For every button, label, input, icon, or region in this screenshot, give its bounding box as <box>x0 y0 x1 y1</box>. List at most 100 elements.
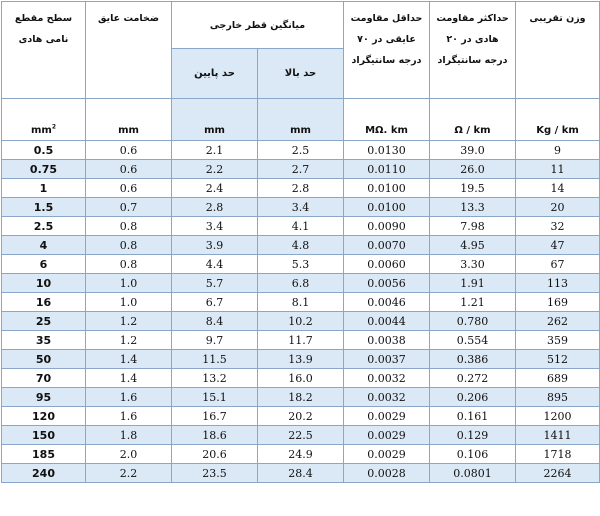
header-weight: وزن تقریبی <box>515 1 600 99</box>
cell-conductor-resistance: 7.98 <box>429 216 516 236</box>
cell-conductor-resistance: 39.0 <box>429 140 516 160</box>
cell-diameter-low: 2.4 <box>171 178 258 198</box>
cell-diameter-low: 3.4 <box>171 216 258 236</box>
cell-diameter-low: 18.6 <box>171 425 258 445</box>
cell-insulation: 0.8 <box>85 235 172 255</box>
header-diameter-low: حد پایین <box>171 48 258 99</box>
table-row: 185 2.0 20.6 24.9 0.0029 0.106 1718 <box>1 444 600 464</box>
table-row: 70 1.4 13.2 16.0 0.0032 0.272 689 <box>1 368 600 388</box>
cell-insulation-resistance: 0.0090 <box>343 216 430 236</box>
cell-insulation-resistance: 0.0130 <box>343 140 430 160</box>
cell-conductor-resistance: 4.95 <box>429 235 516 255</box>
cell-area: 10 <box>1 273 86 293</box>
cell-diameter-high: 2.5 <box>257 140 344 160</box>
cell-area: 6 <box>1 254 86 274</box>
cell-weight: 20 <box>515 197 600 217</box>
cell-area: 0.5 <box>1 140 86 160</box>
cell-insulation-resistance: 0.0029 <box>343 425 430 445</box>
header-insulation-resistance: حداقل مقاومت عایقی در ۷۰ درجه سانتیگراد <box>343 1 430 99</box>
cell-area: 0.75 <box>1 159 86 179</box>
cell-diameter-high: 24.9 <box>257 444 344 464</box>
cell-insulation-resistance: 0.0056 <box>343 273 430 293</box>
header-insulation: ضخامت عایق <box>85 1 172 99</box>
cell-weight: 67 <box>515 254 600 274</box>
cell-weight: 1200 <box>515 406 600 426</box>
cell-diameter-low: 2.1 <box>171 140 258 160</box>
cell-insulation: 2.0 <box>85 444 172 464</box>
cell-diameter-low: 23.5 <box>171 463 258 483</box>
table-row: 0.75 0.6 2.2 2.7 0.0110 26.0 11 <box>1 159 600 179</box>
cell-area: 1 <box>1 178 86 198</box>
cell-insulation-resistance: 0.0100 <box>343 178 430 198</box>
table-row: 1 0.6 2.4 2.8 0.0100 19.5 14 <box>1 178 600 198</box>
header-area: سطح مقطع نامی هادی <box>1 1 86 99</box>
cell-weight: 169 <box>515 292 600 312</box>
cell-insulation: 0.6 <box>85 178 172 198</box>
cell-area: 25 <box>1 311 86 331</box>
cell-insulation-resistance: 0.0044 <box>343 311 430 331</box>
cell-diameter-high: 2.7 <box>257 159 344 179</box>
cell-conductor-resistance: 0.161 <box>429 406 516 426</box>
table-row: 120 1.6 16.7 20.2 0.0029 0.161 1200 <box>1 406 600 426</box>
cell-conductor-resistance: 0.386 <box>429 349 516 369</box>
cell-insulation-resistance: 0.0028 <box>343 463 430 483</box>
cell-conductor-resistance: 0.0801 <box>429 463 516 483</box>
cell-insulation-resistance: 0.0100 <box>343 197 430 217</box>
cell-weight: 1411 <box>515 425 600 445</box>
header-diameter: میانگین قطر خارجی <box>171 1 344 49</box>
cell-area: 1.5 <box>1 197 86 217</box>
cell-insulation-resistance: 0.0046 <box>343 292 430 312</box>
cell-weight: 32 <box>515 216 600 236</box>
cell-diameter-low: 3.9 <box>171 235 258 255</box>
cell-insulation: 1.0 <box>85 292 172 312</box>
cell-conductor-resistance: 1.21 <box>429 292 516 312</box>
cell-insulation-resistance: 0.0110 <box>343 159 430 179</box>
unit-diameter-low: mm <box>171 98 258 141</box>
cell-insulation-resistance: 0.0029 <box>343 406 430 426</box>
cable-spec-table: سطح مقطع نامی هادی ضخامت عایق میانگین قط… <box>1 1 600 483</box>
table-row: 35 1.2 9.7 11.7 0.0038 0.554 359 <box>1 330 600 350</box>
cell-area: 16 <box>1 292 86 312</box>
cell-conductor-resistance: 13.3 <box>429 197 516 217</box>
cell-insulation: 1.6 <box>85 387 172 407</box>
unit-area: mm2 <box>1 98 86 141</box>
cell-conductor-resistance: 0.780 <box>429 311 516 331</box>
cell-area: 120 <box>1 406 86 426</box>
unit-conductor-resistance: Ω / km <box>429 98 516 141</box>
cell-area: 35 <box>1 330 86 350</box>
cell-conductor-resistance: 3.30 <box>429 254 516 274</box>
cell-diameter-low: 4.4 <box>171 254 258 274</box>
table-row: 240 2.2 23.5 28.4 0.0028 0.0801 2264 <box>1 463 600 483</box>
cell-diameter-high: 3.4 <box>257 197 344 217</box>
cell-diameter-high: 8.1 <box>257 292 344 312</box>
cell-weight: 47 <box>515 235 600 255</box>
table-row: 6 0.8 4.4 5.3 0.0060 3.30 67 <box>1 254 600 274</box>
cell-weight: 2264 <box>515 463 600 483</box>
cell-insulation: 2.2 <box>85 463 172 483</box>
cell-conductor-resistance: 1.91 <box>429 273 516 293</box>
cell-insulation: 1.4 <box>85 368 172 388</box>
cell-diameter-high: 28.4 <box>257 463 344 483</box>
cell-insulation: 0.7 <box>85 197 172 217</box>
unit-insulation: mm <box>85 98 172 141</box>
cell-diameter-low: 2.8 <box>171 197 258 217</box>
cell-weight: 113 <box>515 273 600 293</box>
cell-area: 2.5 <box>1 216 86 236</box>
table-row: 4 0.8 3.9 4.8 0.0070 4.95 47 <box>1 235 600 255</box>
cell-insulation: 0.8 <box>85 254 172 274</box>
table-row: 25 1.2 8.4 10.2 0.0044 0.780 262 <box>1 311 600 331</box>
unit-diameter-high: mm <box>257 98 344 141</box>
cell-diameter-low: 2.2 <box>171 159 258 179</box>
cell-insulation: 0.6 <box>85 140 172 160</box>
cell-area: 70 <box>1 368 86 388</box>
header-conductor-resistance: حداکثر مقاومت هادی در ۲۰ درجه سانتیگراد <box>429 1 516 99</box>
cell-weight: 512 <box>515 349 600 369</box>
cell-weight: 262 <box>515 311 600 331</box>
cell-area: 95 <box>1 387 86 407</box>
cell-conductor-resistance: 0.106 <box>429 444 516 464</box>
cell-diameter-high: 20.2 <box>257 406 344 426</box>
cell-area: 185 <box>1 444 86 464</box>
unit-insulation-resistance: MΩ. km <box>343 98 430 141</box>
cell-weight: 359 <box>515 330 600 350</box>
cell-insulation-resistance: 0.0029 <box>343 444 430 464</box>
